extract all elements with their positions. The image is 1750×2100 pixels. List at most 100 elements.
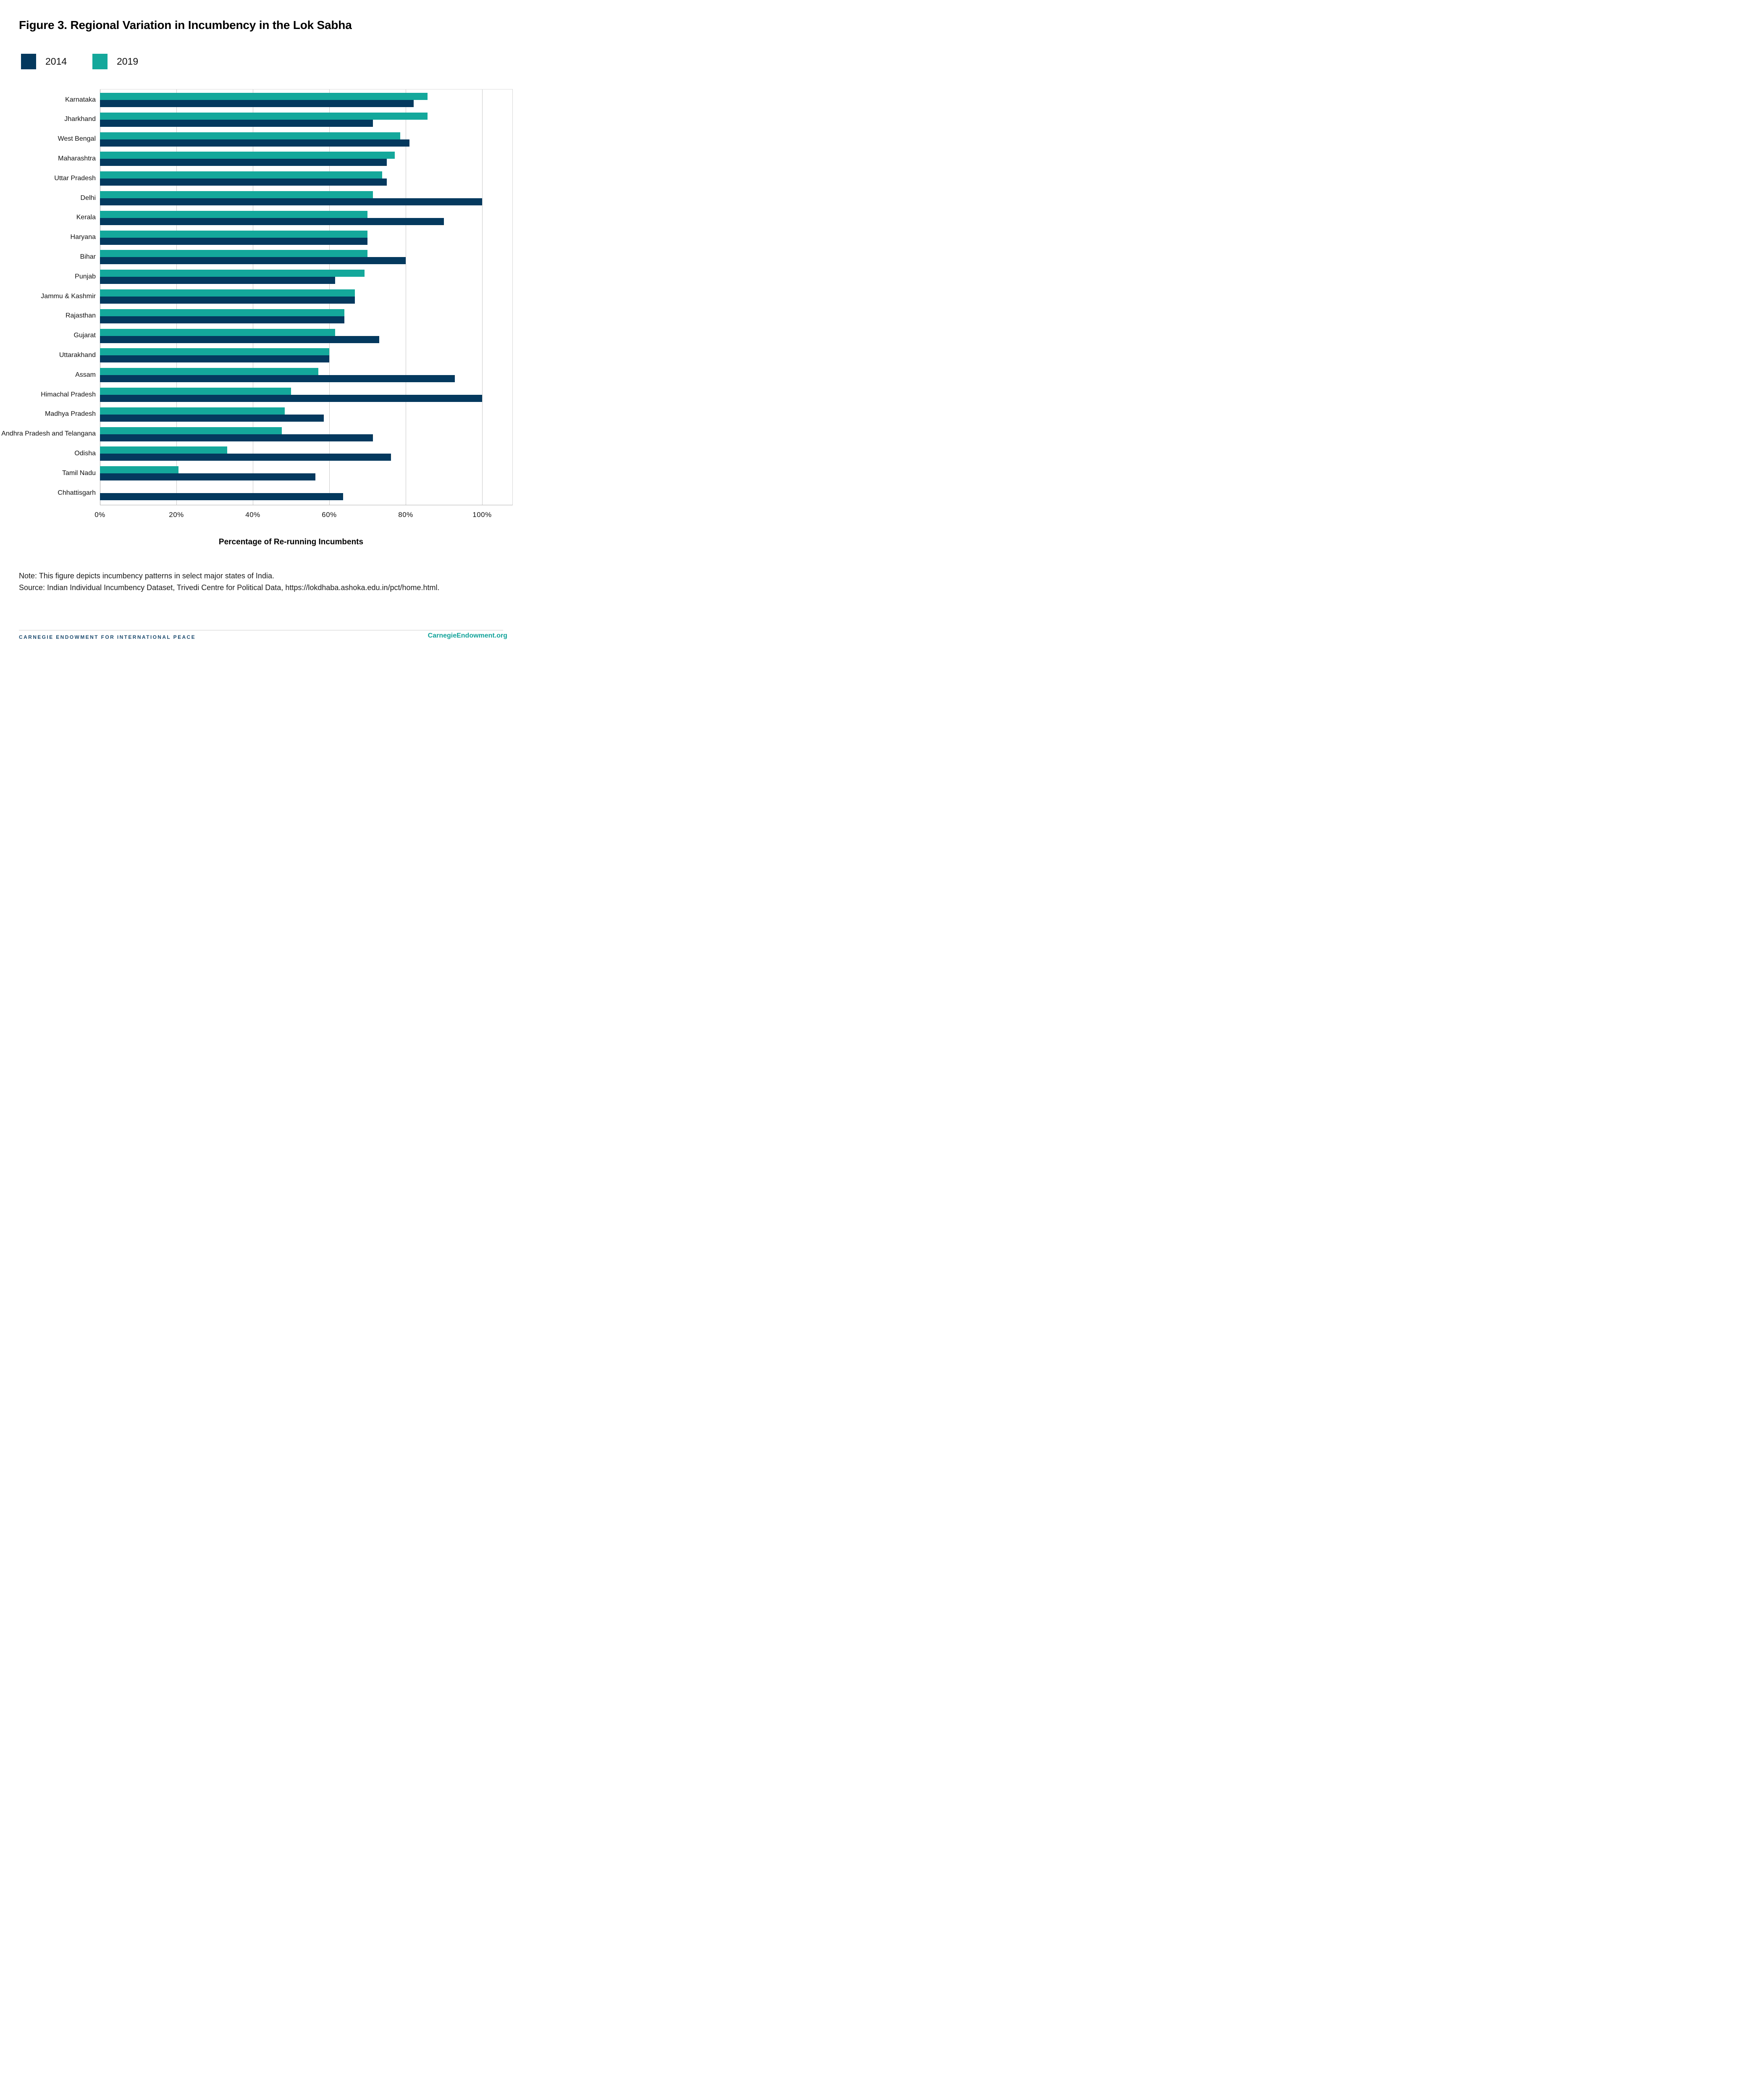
bar-2019 [100, 230, 367, 238]
bar-2014 [100, 237, 367, 245]
bar-2014 [100, 375, 455, 383]
bar-2019 [100, 171, 382, 179]
bar-2014 [100, 473, 316, 481]
bar-2019 [100, 368, 318, 375]
bar-2014 [100, 336, 380, 343]
bar-2014 [100, 139, 410, 147]
bar-2014 [100, 296, 355, 304]
chart-row: Uttar Pradesh [0, 171, 522, 191]
chart-rows: Karnataka Jharkhand West Bengal Maharashtra… [0, 93, 522, 506]
bar-2019 [100, 210, 367, 218]
chart-row: Bihar [0, 250, 522, 270]
state-label: Haryana [70, 234, 96, 241]
x-tick-label: 80% [398, 511, 413, 519]
bar-2019 [100, 446, 228, 454]
chart-row: Gujarat [0, 328, 522, 349]
bar-2019 [100, 289, 355, 297]
chart-row: Tamil Nadu [0, 466, 522, 486]
state-label: West Bengal [58, 135, 96, 143]
state-label: Gujarat [73, 332, 96, 339]
bar-2014 [100, 218, 444, 225]
footer-site-link[interactable]: CarnegieEndowment.org [428, 632, 507, 639]
legend-item-2019: 2019 [92, 54, 138, 69]
gridline-100 [482, 89, 483, 505]
bar-2019 [100, 387, 291, 395]
chart-row: Assam [0, 368, 522, 388]
legend-swatch-2014 [21, 54, 36, 69]
bar-2014 [100, 414, 324, 422]
chart-row: Madhya Pradesh [0, 407, 522, 427]
bar-2019 [100, 407, 285, 415]
chart-row: Himachal Pradesh [0, 387, 522, 407]
bar-2019 [100, 309, 345, 316]
bar-2019 [100, 152, 395, 159]
state-label: Chhattisgarh [58, 489, 96, 496]
bar-2019 [100, 328, 335, 336]
bar-2019 [100, 132, 401, 139]
bar-2014 [100, 257, 406, 265]
chart-row: Maharashtra [0, 152, 522, 171]
legend-swatch-2019 [92, 54, 108, 69]
state-label: Kerala [76, 214, 96, 221]
figure-page: Figure 3. Regional Variation in Incumben… [0, 0, 522, 654]
bar-2019 [100, 427, 282, 434]
bar-2019 [100, 93, 428, 100]
state-label: Karnataka [65, 96, 96, 103]
chart-row: Punjab [0, 270, 522, 289]
x-tick-label: 60% [322, 511, 337, 519]
state-label: Madhya Pradesh [45, 410, 96, 418]
state-label: Andhra Pradesh and Telangana [1, 430, 96, 438]
x-tick-label: 100% [472, 511, 492, 519]
legend: 2014 2019 [21, 54, 273, 70]
bar-chart: Karnataka Jharkhand West Bengal Maharashtra… [0, 89, 522, 505]
figure-title: Figure 3. Regional Variation in Incumben… [19, 18, 352, 32]
chart-row: Uttarakhand [0, 348, 522, 368]
bar-2019 [100, 270, 365, 277]
bar-2014 [100, 277, 335, 284]
legend-label-2014: 2014 [45, 56, 67, 67]
bar-2019 [100, 191, 373, 198]
bar-2019 [100, 466, 178, 474]
state-label: Tamil Nadu [62, 469, 96, 477]
x-axis-title: Percentage of Re-running Incumbents [218, 538, 364, 546]
bar-2014 [100, 178, 387, 186]
state-label: Delhi [80, 194, 96, 202]
state-label: Assam [75, 371, 96, 378]
chart-row: Delhi [0, 191, 522, 211]
footer-org-name: CARNEGIE ENDOWMENT FOR INTERNATIONAL PEA… [19, 634, 196, 640]
state-label: Jammu & Kashmir [41, 292, 96, 300]
bar-2014 [100, 159, 387, 166]
chart-row: Jharkhand [0, 112, 522, 132]
state-label: Uttarakhand [59, 351, 96, 359]
state-label: Bihar [80, 253, 96, 260]
bar-2014 [100, 355, 329, 363]
state-label: Rajasthan [65, 312, 96, 320]
state-label: Odisha [74, 449, 96, 457]
legend-label-2019: 2019 [117, 56, 139, 67]
source-line: Source: Indian Individual Incumbency Dat… [19, 583, 440, 592]
chart-row: Kerala [0, 210, 522, 231]
chart-row: West Bengal [0, 132, 522, 152]
x-axis-ticks: 0% 20% 40% 60% 80% 100% [94, 511, 513, 521]
state-label: Jharkhand [64, 116, 96, 123]
bar-2019 [100, 250, 367, 257]
bar-2014 [100, 454, 391, 461]
x-tick-label: 20% [169, 511, 184, 519]
bar-2014 [100, 198, 482, 205]
bar-2014 [100, 493, 343, 500]
chart-row: Chhattisgarh [0, 486, 522, 506]
chart-row: Haryana [0, 230, 522, 250]
chart-row: Rajasthan [0, 309, 522, 329]
state-label: Punjab [75, 273, 96, 280]
x-tick-label: 0% [94, 511, 105, 519]
bar-2019 [100, 348, 329, 356]
legend-item-2014: 2014 [21, 54, 67, 69]
bar-2014 [100, 316, 345, 323]
bar-2014 [100, 434, 373, 441]
state-label: Himachal Pradesh [41, 391, 96, 398]
figure-notes: Note: This figure depicts incumbency pat… [19, 570, 514, 594]
bar-2014 [100, 119, 373, 127]
note-line: Note: This figure depicts incumbency pat… [19, 572, 274, 580]
bar-2019 [100, 112, 428, 120]
state-label: Uttar Pradesh [54, 174, 96, 182]
